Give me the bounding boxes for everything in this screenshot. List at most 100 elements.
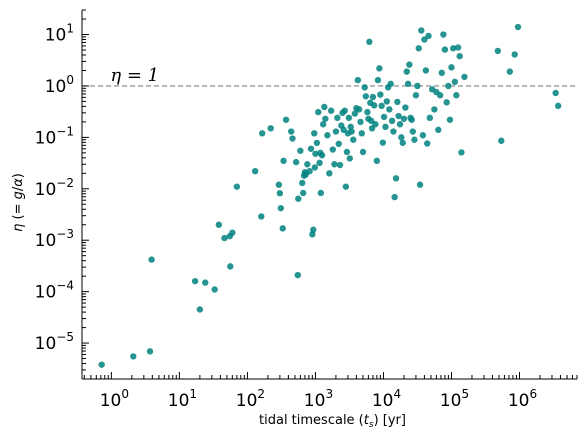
data-point [354,76,362,84]
data-point [458,149,465,156]
data-point [361,84,368,91]
data-point [416,181,424,188]
data-point [379,139,387,146]
y-axis-label: η (= g/α) [11,173,26,232]
data-point [406,61,413,68]
data-point [130,353,137,360]
data-point [229,229,236,236]
data-point [319,121,327,128]
data-point [336,161,344,169]
data-point [233,183,241,190]
data-point [494,47,502,55]
x-tick-label: 106 [508,387,537,411]
data-point [369,93,377,101]
y-tick-label: 10−4 [35,279,74,303]
data-point [435,126,442,134]
data-point [280,157,287,165]
data-point [426,114,434,122]
data-point [498,137,505,144]
data-point [399,139,406,147]
data-point [196,306,204,313]
data-point [306,167,313,175]
data-point [431,106,438,113]
data-point [392,175,400,182]
x-tick-label: 101 [168,387,197,411]
data-point [446,116,454,123]
data-point [362,93,370,100]
data-point [414,82,421,90]
data-point [341,107,348,114]
data-point [451,78,459,86]
data-point [425,32,432,40]
data-point [322,115,329,122]
data-point [366,38,373,46]
data-point [310,226,317,233]
data-point [359,148,367,156]
data-point [295,195,302,202]
data-point [294,271,301,279]
data-point [380,113,388,121]
data-point [351,110,359,117]
data-point [506,68,514,75]
data-point [358,130,365,137]
data-point [374,76,382,84]
data-point [356,106,363,113]
data-point [315,108,322,116]
data-point [370,102,378,109]
eta-equals-one-annotation: η = 1 [110,65,159,86]
data-point [311,164,319,171]
data-point [299,179,306,187]
data-point [398,134,405,141]
data-point [342,183,350,190]
data-point [287,128,295,135]
data-point [409,128,417,135]
data-point [396,121,404,128]
data-point [345,114,353,122]
data-point [332,128,340,135]
data-point [258,213,265,220]
data-point [346,155,354,162]
data-point [400,115,408,122]
y-tick-label: 101 [45,22,74,46]
data-point [415,45,422,52]
data-point [443,99,450,106]
data-point [448,64,455,71]
data-point [412,92,420,99]
data-point [331,161,338,168]
data-point [403,68,410,75]
data-point [514,23,522,31]
data-point [418,27,425,34]
data-point [388,117,396,125]
data-point [321,103,328,111]
data-point [148,256,155,263]
data-point [340,126,347,134]
data-point [377,91,384,98]
data-point [445,82,452,90]
data-point [408,116,415,123]
data-point [456,52,463,60]
y-tick-label: 10−5 [35,330,74,354]
data-point [279,225,286,232]
data-point [313,139,321,147]
x-tick-label: 102 [236,387,265,411]
data-point [554,102,562,110]
data-point [335,140,342,147]
data-point [343,148,351,156]
y-tick-label: 10−1 [35,124,74,148]
data-point [334,114,341,122]
data-point [311,130,318,137]
data-point [312,150,319,157]
data-point [277,204,285,212]
data-point [424,140,431,147]
data-point [191,277,199,285]
data-point [289,135,296,142]
data-point [372,121,379,128]
data-point [391,193,398,201]
data-point [146,348,154,355]
data-point [276,190,284,197]
data-point [383,98,391,105]
data-point [373,157,381,165]
data-point [440,31,447,38]
x-tick-label: 105 [440,387,469,411]
tick-marks [82,9,578,380]
